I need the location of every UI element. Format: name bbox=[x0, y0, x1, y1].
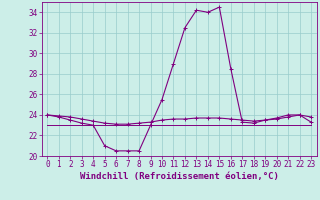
X-axis label: Windchill (Refroidissement éolien,°C): Windchill (Refroidissement éolien,°C) bbox=[80, 172, 279, 181]
